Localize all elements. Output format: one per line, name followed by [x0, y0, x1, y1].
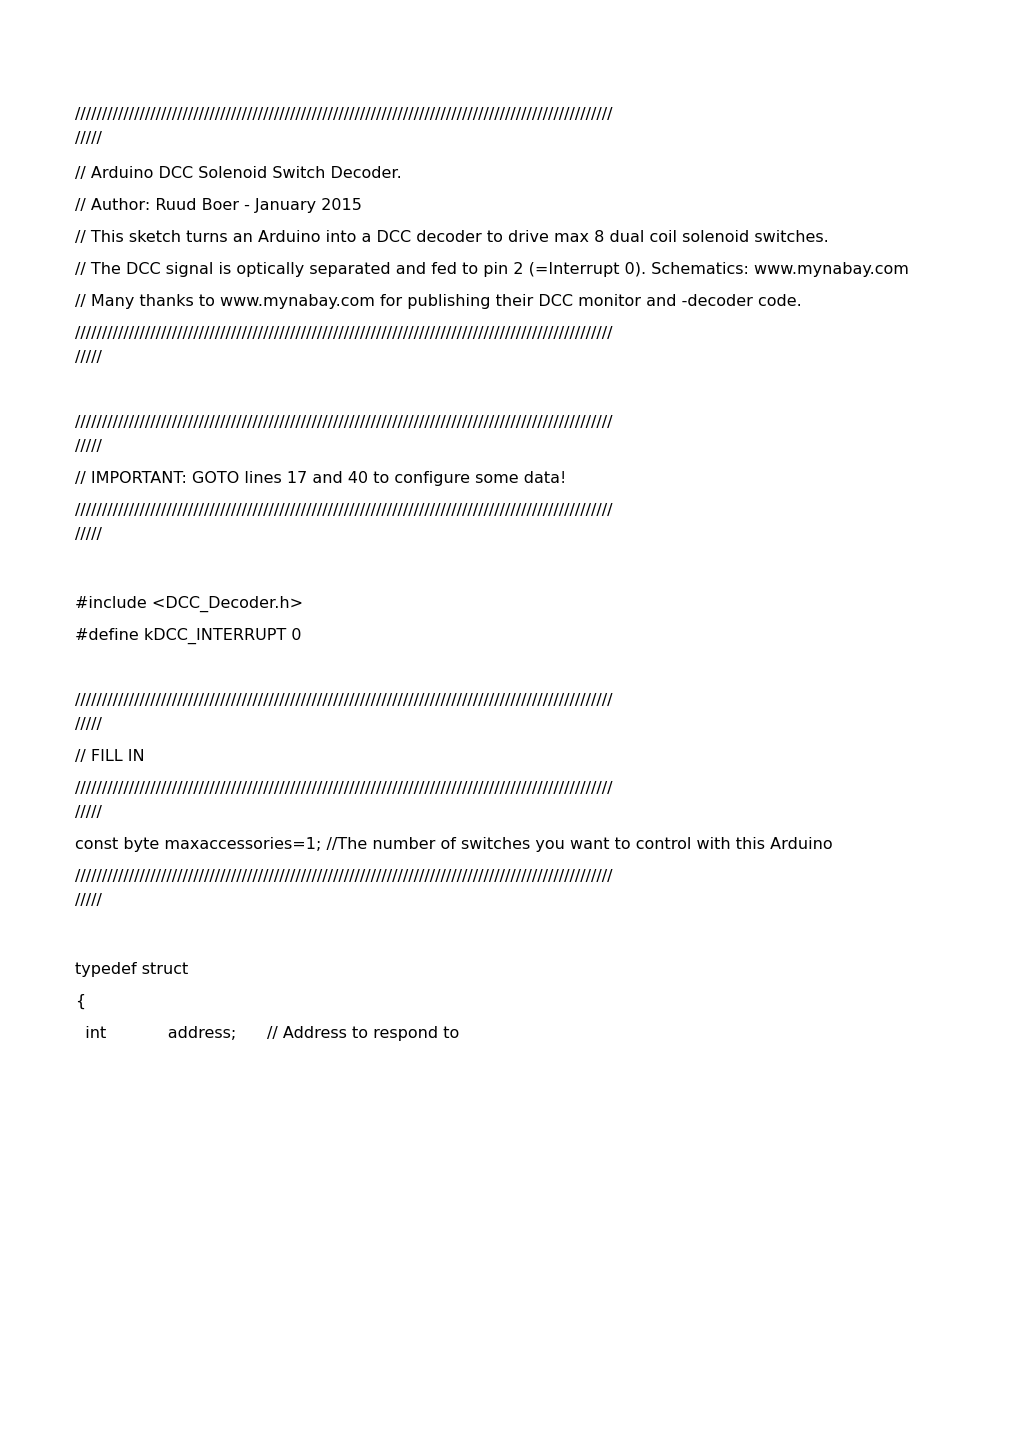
Text: /////: /////: [75, 527, 102, 543]
Text: const byte maxaccessories=1; //The number of switches you want to control with t: const byte maxaccessories=1; //The numbe…: [75, 837, 832, 851]
Text: // The DCC signal is optically separated and fed to pin 2 (=Interrupt 0). Schema: // The DCC signal is optically separated…: [75, 263, 908, 277]
Text: /////: /////: [75, 439, 102, 455]
Text: // IMPORTANT: GOTO lines 17 and 40 to configure some data!: // IMPORTANT: GOTO lines 17 and 40 to co…: [75, 470, 566, 486]
Text: /////: /////: [75, 805, 102, 820]
Text: // This sketch turns an Arduino into a DCC decoder to drive max 8 dual coil sole: // This sketch turns an Arduino into a D…: [75, 229, 828, 245]
Text: {: {: [75, 994, 85, 1009]
Text: ////////////////////////////////////////////////////////////////////////////////: ////////////////////////////////////////…: [75, 693, 611, 709]
Text: /////: /////: [75, 131, 102, 146]
Text: ////////////////////////////////////////////////////////////////////////////////: ////////////////////////////////////////…: [75, 781, 611, 797]
Text: ////////////////////////////////////////////////////////////////////////////////: ////////////////////////////////////////…: [75, 326, 611, 341]
Text: #include <DCC_Decoder.h>: #include <DCC_Decoder.h>: [75, 596, 303, 612]
Text: // Many thanks to www.mynabay.com for publishing their DCC monitor and -decoder : // Many thanks to www.mynabay.com for pu…: [75, 294, 801, 309]
Text: typedef struct: typedef struct: [75, 962, 189, 977]
Text: /////: /////: [75, 893, 102, 908]
Text: int            address;      // Address to respond to: int address; // Address to respond to: [75, 1026, 459, 1040]
Text: /////: /////: [75, 717, 102, 732]
Text: ////////////////////////////////////////////////////////////////////////////////: ////////////////////////////////////////…: [75, 504, 611, 518]
Text: #define kDCC_INTERRUPT 0: #define kDCC_INTERRUPT 0: [75, 628, 302, 644]
Text: ////////////////////////////////////////////////////////////////////////////////: ////////////////////////////////////////…: [75, 107, 611, 123]
Text: /////: /////: [75, 351, 102, 365]
Text: ////////////////////////////////////////////////////////////////////////////////: ////////////////////////////////////////…: [75, 416, 611, 430]
Text: // FILL IN: // FILL IN: [75, 749, 145, 763]
Text: // Author: Ruud Boer - January 2015: // Author: Ruud Boer - January 2015: [75, 198, 362, 214]
Text: // Arduino DCC Solenoid Switch Decoder.: // Arduino DCC Solenoid Switch Decoder.: [75, 166, 401, 180]
Text: ////////////////////////////////////////////////////////////////////////////////: ////////////////////////////////////////…: [75, 869, 611, 885]
